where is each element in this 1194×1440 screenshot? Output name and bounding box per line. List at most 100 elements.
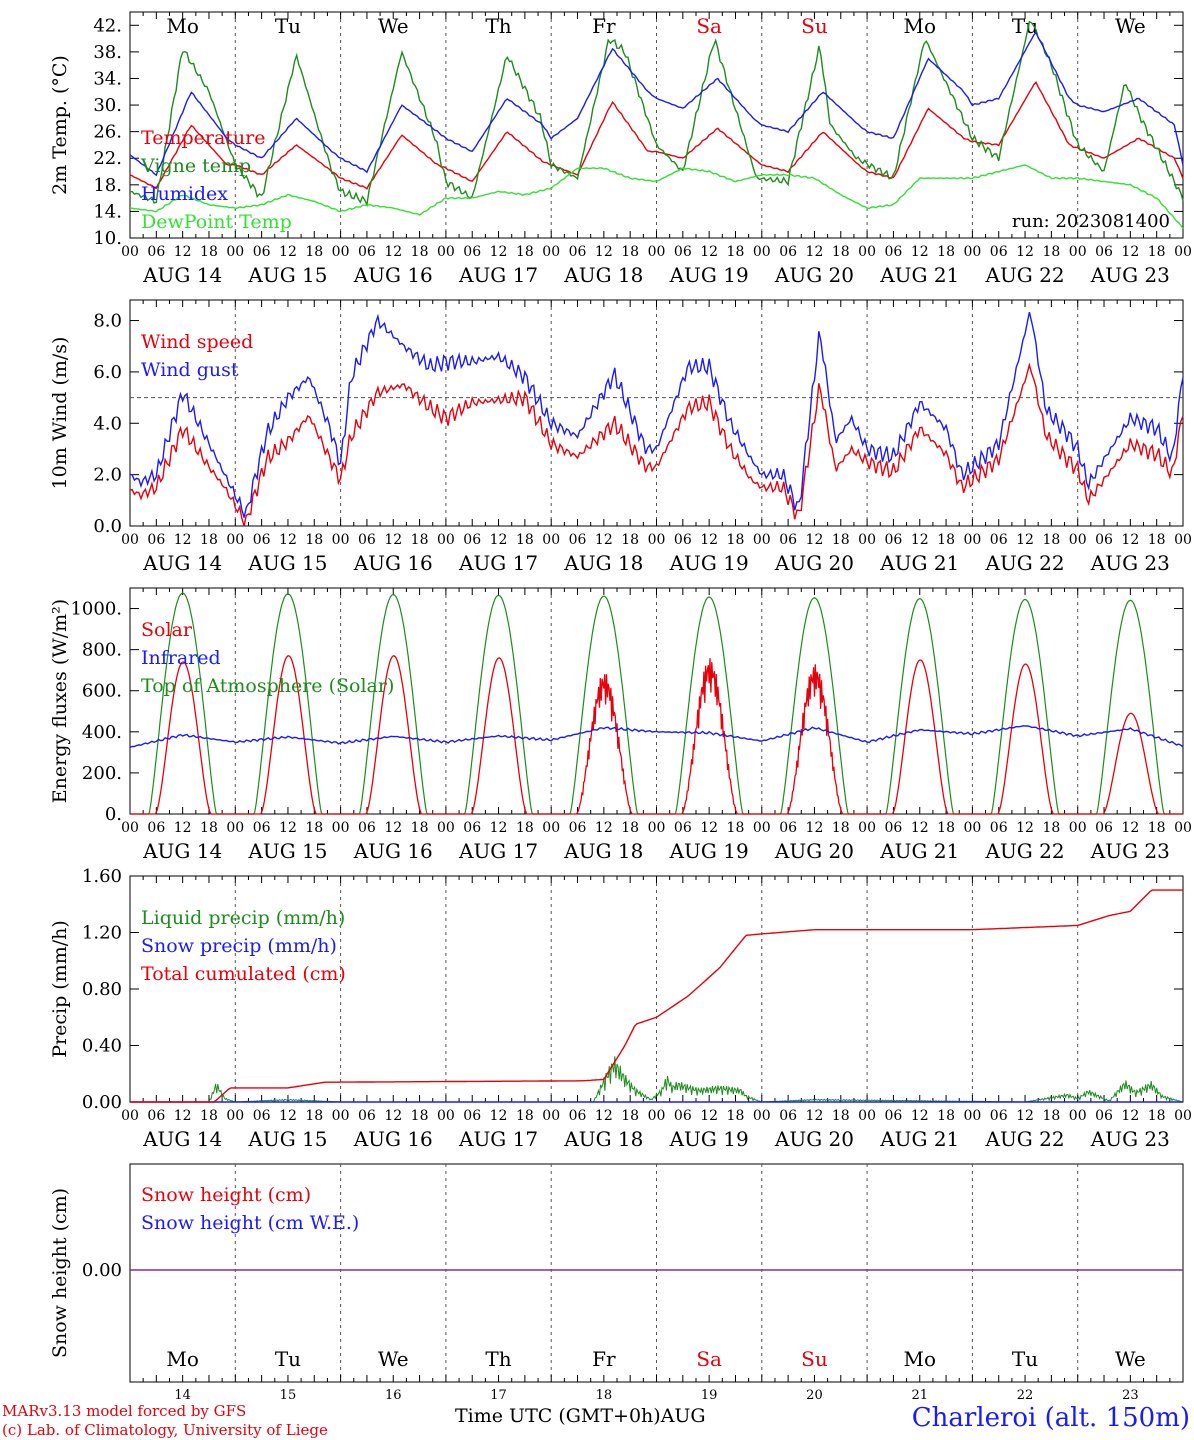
hour-tick-label: 12 <box>1121 532 1139 548</box>
hour-tick-label: 06 <box>1095 820 1113 836</box>
hour-tick-label: 00 <box>1174 1108 1192 1124</box>
hour-tick-label: 18 <box>832 820 850 836</box>
hour-tick-label: 12 <box>911 244 929 260</box>
run-label: run: 2023081400 <box>1012 211 1170 232</box>
date-label: AUG 14 <box>142 839 222 863</box>
hour-tick-label: 18 <box>411 244 429 260</box>
hour-tick-label: 00 <box>226 1108 244 1124</box>
hour-tick-label: 06 <box>885 1108 903 1124</box>
hour-tick-label: 06 <box>885 820 903 836</box>
hour-tick-label: 18 <box>832 532 850 548</box>
y-tick-label: 42. <box>93 15 122 36</box>
date-label: AUG 20 <box>774 551 854 575</box>
hour-tick-label: 12 <box>1121 244 1139 260</box>
hour-tick-label: 06 <box>253 244 271 260</box>
weekday-label: Mo <box>903 14 936 38</box>
y-tick-label: 0.80 <box>82 979 122 1000</box>
hour-tick-label: 18 <box>621 820 639 836</box>
hour-tick-label: 12 <box>1016 532 1034 548</box>
date-label: AUG 15 <box>247 1127 327 1151</box>
hour-tick-label: 06 <box>463 532 481 548</box>
hour-tick-label: 00 <box>121 244 139 260</box>
hour-tick-label: 06 <box>990 244 1008 260</box>
weekday-label: Tu <box>1012 1347 1038 1371</box>
hour-tick-label: 06 <box>358 532 376 548</box>
hour-tick-label: 00 <box>1069 244 1087 260</box>
hour-tick-label: 00 <box>753 820 771 836</box>
hour-tick-label: 12 <box>174 820 192 836</box>
date-label: AUG 16 <box>353 839 433 863</box>
hour-tick-label: 12 <box>595 820 613 836</box>
hour-tick-label: 12 <box>700 1108 718 1124</box>
hour-tick-label: 06 <box>358 1108 376 1124</box>
legend-entry: Vigne temp <box>140 155 251 177</box>
hour-tick-label: 06 <box>358 244 376 260</box>
legend-entry: Snow height (cm W.E.) <box>141 1212 359 1234</box>
hour-tick-label: 18 <box>1148 820 1166 836</box>
energy-panel: Energy fluxes (W/m²) 0. 200. 400. 600. 800. 10… <box>49 587 1192 863</box>
day-number-label: 19 <box>701 1388 718 1403</box>
hour-tick-label: 18 <box>411 820 429 836</box>
y-tick-label: 800. <box>82 640 122 661</box>
date-label: AUG 18 <box>563 1127 643 1151</box>
series-dewpoint-temp <box>129 164 1184 229</box>
date-label: AUG 23 <box>1090 839 1170 863</box>
hour-tick-label: 00 <box>1174 532 1192 548</box>
weekday-label: Sa <box>696 14 722 38</box>
date-label: AUG 17 <box>458 263 538 287</box>
hour-tick-label: 12 <box>174 244 192 260</box>
lab-credit: (c) Lab. of Climatology, University of L… <box>2 1421 328 1439</box>
precip-panel: Precip (mm/h) 0.00 0.40 0.80 1.20 1.60 Liquid … <box>49 866 1192 1151</box>
hour-tick-label: 06 <box>147 244 165 260</box>
hour-tick-label: 06 <box>674 244 692 260</box>
hour-tick-label: 00 <box>332 244 350 260</box>
weekday-label: Th <box>485 14 511 38</box>
hour-tick-label: 18 <box>200 244 218 260</box>
hour-tick-label: 18 <box>305 820 323 836</box>
weekday-label: We <box>1115 14 1146 38</box>
hour-tick-label: 00 <box>121 532 139 548</box>
hour-tick-label: 12 <box>490 244 508 260</box>
y-axis-label: Precip (mm/h) <box>49 920 71 1058</box>
date-label: AUG 22 <box>985 839 1065 863</box>
hour-tick-label: 00 <box>226 532 244 548</box>
y-tick-label: 0. <box>105 804 122 825</box>
hour-tick-label: 06 <box>253 820 271 836</box>
y-axis-label: 2m Temp. (°C) <box>49 55 71 195</box>
station-name: Charleroi (alt. 150m) <box>911 1403 1190 1433</box>
hour-tick-label: 12 <box>384 820 402 836</box>
hour-tick-label: 18 <box>937 244 955 260</box>
y-tick-label: 8.0 <box>93 311 122 332</box>
series-top-of-atmosphere <box>130 592 1183 815</box>
hour-tick-label: 18 <box>1148 532 1166 548</box>
hour-tick-label: 18 <box>516 820 534 836</box>
hour-tick-label: 12 <box>279 1108 297 1124</box>
hour-tick-label: 00 <box>226 820 244 836</box>
hour-tick-label: 00 <box>437 820 455 836</box>
date-label: AUG 19 <box>669 551 749 575</box>
hour-tick-label: 12 <box>490 820 508 836</box>
series-infrared <box>129 725 1184 748</box>
day-number-label: 20 <box>806 1388 823 1403</box>
hour-tick-label: 18 <box>200 820 218 836</box>
date-label: AUG 20 <box>774 263 854 287</box>
hour-tick-label: 18 <box>200 1108 218 1124</box>
date-label: AUG 19 <box>669 839 749 863</box>
date-label: AUG 18 <box>563 263 643 287</box>
hour-tick-label: 06 <box>990 532 1008 548</box>
hour-tick-label: 06 <box>674 532 692 548</box>
hour-tick-label: 12 <box>490 532 508 548</box>
y-axis-label: Energy fluxes (W/m²) <box>49 599 71 803</box>
date-label: AUG 15 <box>247 839 327 863</box>
hour-tick-label: 00 <box>753 1108 771 1124</box>
hour-tick-label: 18 <box>727 244 745 260</box>
hour-tick-label: 18 <box>305 244 323 260</box>
hour-tick-label: 18 <box>937 532 955 548</box>
y-tick-label: 2.0 <box>93 465 122 486</box>
y-axis-label: 10m Wind (m/s) <box>49 337 71 490</box>
y-tick-label: 4.0 <box>93 413 122 434</box>
hour-tick-label: 06 <box>253 532 271 548</box>
series-total-cumulated-cm- <box>130 889 1183 1103</box>
hour-tick-label: 18 <box>305 532 323 548</box>
hour-tick-label: 06 <box>674 1108 692 1124</box>
